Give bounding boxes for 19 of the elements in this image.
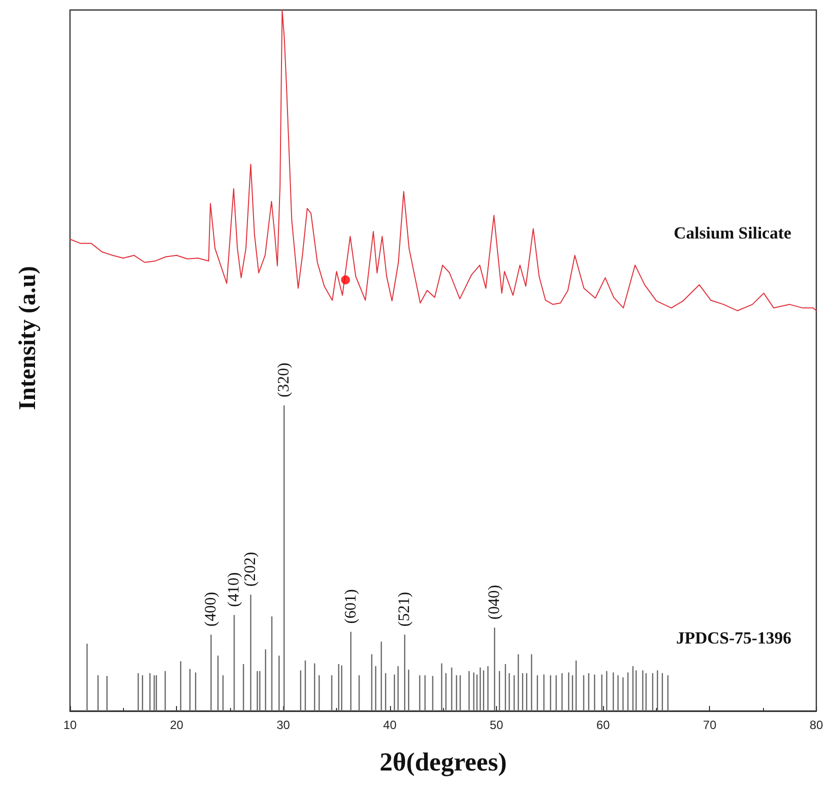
annotation: (320) [276, 362, 293, 398]
text: Calsium Silicate [674, 223, 792, 242]
x-tick-label: 30 [276, 718, 290, 732]
x-tick-label: 50 [490, 718, 504, 732]
annotation: (601) [342, 589, 360, 624]
annotation: (521) [396, 592, 414, 627]
annotation: (410) [226, 572, 243, 607]
x-axis-title: 2θ(degrees) [380, 748, 507, 776]
annotation: (400) [202, 592, 220, 627]
y-axis-title: Intensity (a.u) [15, 266, 41, 410]
x-tick-label: 10 [63, 718, 77, 732]
annotation: (202) [242, 552, 260, 587]
series-label: JPDCS-75-1396 [676, 628, 792, 648]
annotation: (040) [486, 584, 504, 620]
x-tick-label: 20 [170, 718, 184, 732]
x-tick-label: 70 [703, 718, 717, 732]
x-tick-label: 40 [383, 718, 397, 732]
x-tick-label: 60 [596, 718, 610, 732]
x-tick-label: 80 [810, 718, 824, 732]
